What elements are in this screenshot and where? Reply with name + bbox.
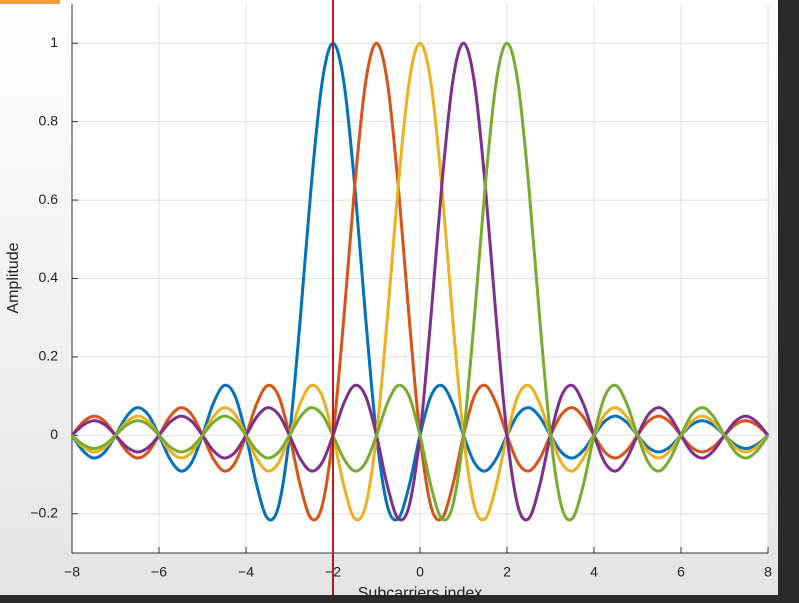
x-axis-label: Subcarriers index	[358, 585, 483, 602]
x-tick-label: 8	[764, 564, 772, 580]
x-tick-label: −6	[151, 564, 167, 580]
x-tick-label: 0	[416, 564, 424, 580]
side-band	[778, 0, 799, 603]
y-tick-label: 0.2	[39, 348, 59, 364]
line-series	[70, 41, 769, 522]
line-series	[70, 41, 770, 522]
x-tick-label: −8	[64, 564, 80, 580]
tab-marker	[0, 0, 60, 4]
y-tick-label: 0.8	[39, 112, 59, 128]
y-tick-label: −0.2	[30, 504, 58, 520]
bottom-band	[0, 595, 799, 603]
x-tick-label: 6	[677, 564, 685, 580]
line-series	[71, 41, 770, 522]
y-tick-label: 0.4	[39, 269, 59, 285]
y-tick-label: 1	[50, 34, 58, 50]
y-axis-label: Amplitude	[5, 242, 22, 313]
x-tick-label: 2	[503, 564, 511, 580]
x-tick-label: −4	[238, 564, 254, 580]
line-series	[70, 41, 770, 522]
y-tick-label: 0	[50, 426, 58, 442]
y-tick-label: 0.6	[39, 191, 59, 207]
x-tick-label: 4	[590, 564, 598, 580]
line-series	[70, 41, 770, 522]
